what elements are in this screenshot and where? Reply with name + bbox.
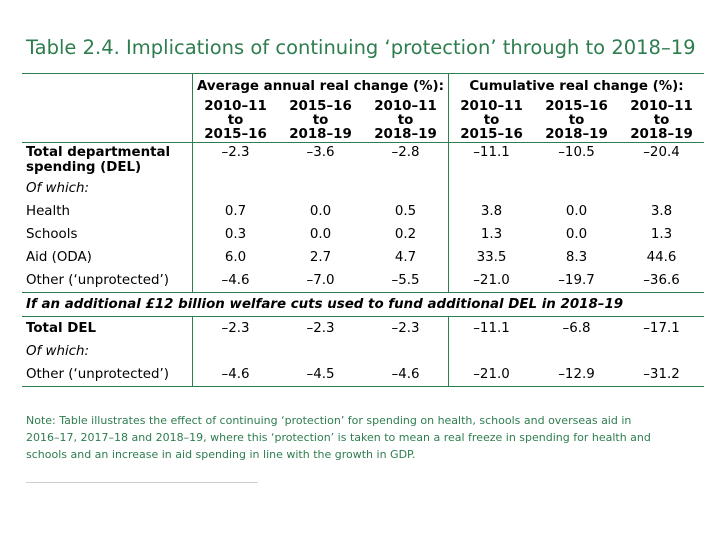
cell-value: 3.8: [650, 203, 673, 219]
cell-value: 33.5: [476, 249, 507, 265]
cell-value: –2.8: [363, 142, 449, 177]
cell-value: –11.1: [448, 315, 534, 340]
table-row-total-del-2: Total DEL –2.3 –2.3 –2.3 –11.1 –6.8 –17.…: [22, 315, 704, 340]
cell-value: 0.0: [309, 226, 332, 242]
table-row-of-which: Of which:: [22, 176, 704, 200]
cell-value: 0.0: [309, 203, 332, 219]
cell-value: –4.6: [363, 362, 449, 387]
table-row-aid: Aid (ODA) 6.0 2.7 4.7 33.5 8.3 44.6: [22, 245, 704, 269]
scenario-banner: If an additional £12 billion welfare cut…: [22, 291, 704, 316]
cell-value: –6.8: [534, 315, 619, 340]
cell-value: –2.3: [192, 142, 278, 177]
cell-value: 44.6: [646, 249, 677, 265]
column-header-3: 2010–11 to 2018–19: [363, 98, 449, 143]
cell-value: 1.3: [480, 226, 503, 242]
column-header-2: 2015–16 to 2018–19: [289, 99, 352, 142]
cell-value: –11.1: [448, 142, 534, 177]
column-header-5: 2015–16 to 2018–19: [545, 99, 608, 142]
row-label: Aid (ODA): [22, 245, 193, 269]
cell-value: 0.3: [224, 226, 247, 242]
cell-value: –31.2: [619, 362, 704, 387]
header-blank-cell: [22, 73, 193, 98]
table-row-health: Health 0.7 0.0 0.5 3.8 0.0 3.8: [22, 199, 704, 223]
cell-value: 4.7: [363, 245, 449, 269]
table-row-of-which-2: Of which:: [22, 339, 704, 363]
group-header-annual: Average annual real change (%):: [192, 73, 449, 98]
cell-value: –2.3: [278, 315, 363, 340]
cell-value: 0.5: [363, 199, 449, 223]
row-label: Other (‘unprotected’): [22, 268, 193, 292]
table-note: Note: Table illustrates the effect of co…: [26, 414, 651, 461]
cell-value: –17.1: [619, 315, 704, 340]
group-header-cumulative: Cumulative real change (%):: [448, 73, 704, 98]
cell-value: –20.4: [619, 142, 704, 177]
cell-value: –21.0: [473, 272, 510, 288]
cell-value: 0.0: [565, 203, 588, 219]
row-label: Total departmental spending (DEL): [22, 142, 193, 177]
cell-value: –19.7: [558, 272, 595, 288]
column-header-4: 2010–11 to 2015–16: [460, 99, 523, 142]
table-row-total-del: Total departmental spending (DEL) –2.3 –3…: [22, 142, 704, 177]
cell-value: 3.8: [480, 203, 503, 219]
row-label: Total DEL: [22, 315, 193, 340]
cell-value: 2.7: [309, 249, 332, 265]
cell-value: 8.3: [565, 249, 588, 265]
cell-value: 0.2: [363, 222, 449, 246]
cell-value: –5.5: [363, 268, 449, 292]
column-header-6: 2010–11 to 2018–19: [630, 99, 693, 142]
cell-value: 0.7: [224, 203, 247, 219]
table-column-header-row: 2010–11 to 2015–16 2015–16 to 2018–19 2010–1…: [22, 98, 704, 143]
cell-value: –7.0: [306, 272, 335, 288]
table-group-header-row: Average annual real change (%): Cumulati…: [22, 73, 704, 98]
table-row-other-unprotected: Other (‘unprotected’) –4.6 –7.0 –5.5 –21…: [22, 268, 704, 292]
cell-value: –10.5: [534, 142, 619, 177]
cell-value: 1.3: [650, 226, 673, 242]
header-blank-cell: [22, 98, 193, 143]
table-title: Table 2.4. Implications of continuing ‘p…: [26, 36, 696, 59]
row-label: Schools: [22, 222, 193, 246]
cell-value: –12.9: [534, 362, 619, 387]
row-label: Health: [22, 199, 193, 223]
cell-value: –21.0: [448, 362, 534, 387]
table-row-banner: If an additional £12 billion welfare cut…: [22, 291, 704, 316]
row-label: Other (‘unprotected’): [22, 362, 193, 387]
row-label: Of which:: [22, 176, 193, 200]
cell-value: –4.5: [278, 362, 363, 387]
cell-value: –3.6: [278, 142, 363, 177]
cell-value: 6.0: [224, 249, 247, 265]
table-row-schools: Schools 0.3 0.0 0.2 1.3 0.0 1.3: [22, 222, 704, 246]
data-table: Average annual real change (%): Cumulati…: [22, 73, 704, 387]
cell-value: –4.6: [221, 272, 250, 288]
cell-value: –4.6: [192, 362, 278, 387]
cell-value: –36.6: [643, 272, 680, 288]
cell-value: –2.3: [192, 315, 278, 340]
table-row-other-unprotected-2: Other (‘unprotected’) –4.6 –4.5 –4.6 –21…: [22, 362, 704, 387]
cell-value: 0.0: [565, 226, 588, 242]
row-label: Of which:: [22, 339, 193, 363]
cell-value: –2.3: [363, 315, 449, 340]
column-header-1: 2010–11 to 2015–16: [204, 99, 267, 142]
footnote-divider: [26, 482, 258, 483]
